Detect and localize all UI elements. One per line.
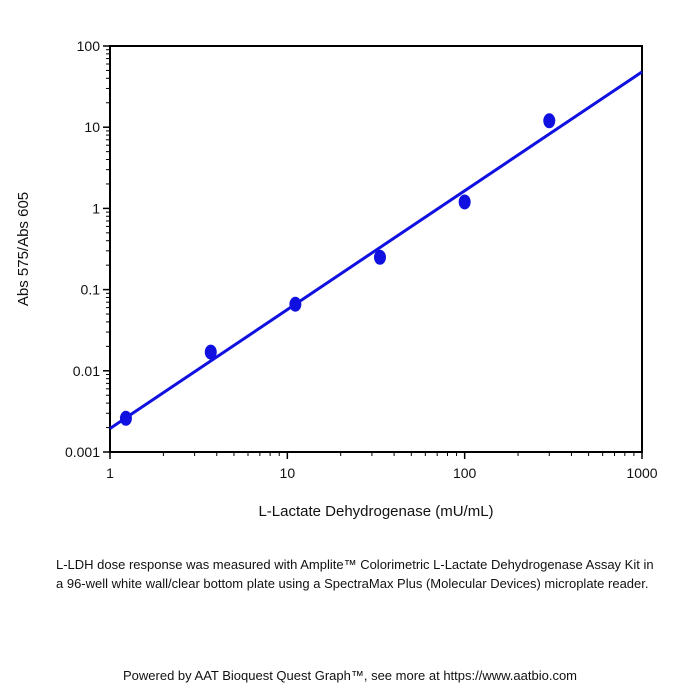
- x-tick-label: 1: [106, 465, 114, 481]
- fit-line: [109, 70, 643, 430]
- x-tick-label: 1000: [626, 465, 657, 481]
- data-point: [543, 113, 556, 129]
- footer-credit: Powered by AAT Bioquest Quest Graph™, se…: [122, 668, 578, 683]
- fit-line-group: [109, 70, 643, 430]
- data-point: [204, 344, 217, 360]
- x-axis-title: L-Lactate Dehydrogenase (mU/mL): [258, 503, 493, 520]
- y-tick-label: 0.1: [81, 282, 101, 298]
- plot-border: [109, 45, 643, 453]
- data-point: [458, 194, 471, 210]
- x-tick-label: 100: [453, 465, 477, 481]
- y-tick-label: 1: [92, 200, 100, 216]
- y-tick-label: 0.001: [65, 444, 100, 460]
- y-axis-ticks: 0.001 0.01 0.1 1 10 100: [65, 38, 110, 460]
- plot-frame: [109, 45, 643, 453]
- y-tick-label: 100: [77, 38, 101, 54]
- y-tick-label: 0.01: [73, 363, 100, 379]
- y-axis-title: Abs 575/Abs 605: [15, 192, 32, 306]
- chart: 1 10 100 1000 0.001 0.01 0.1 1 10 100 L-Lactate …: [15, 38, 658, 520]
- data-points: [119, 113, 556, 426]
- x-axis-ticks: 1 10 100 1000: [106, 452, 658, 481]
- data-point: [119, 410, 132, 426]
- x-tick-label: 10: [280, 465, 296, 481]
- figure-caption: L-LDH dose response was measured with Am…: [56, 557, 654, 591]
- y-tick-label: 10: [84, 119, 100, 135]
- data-point: [373, 249, 386, 265]
- data-point: [289, 296, 302, 312]
